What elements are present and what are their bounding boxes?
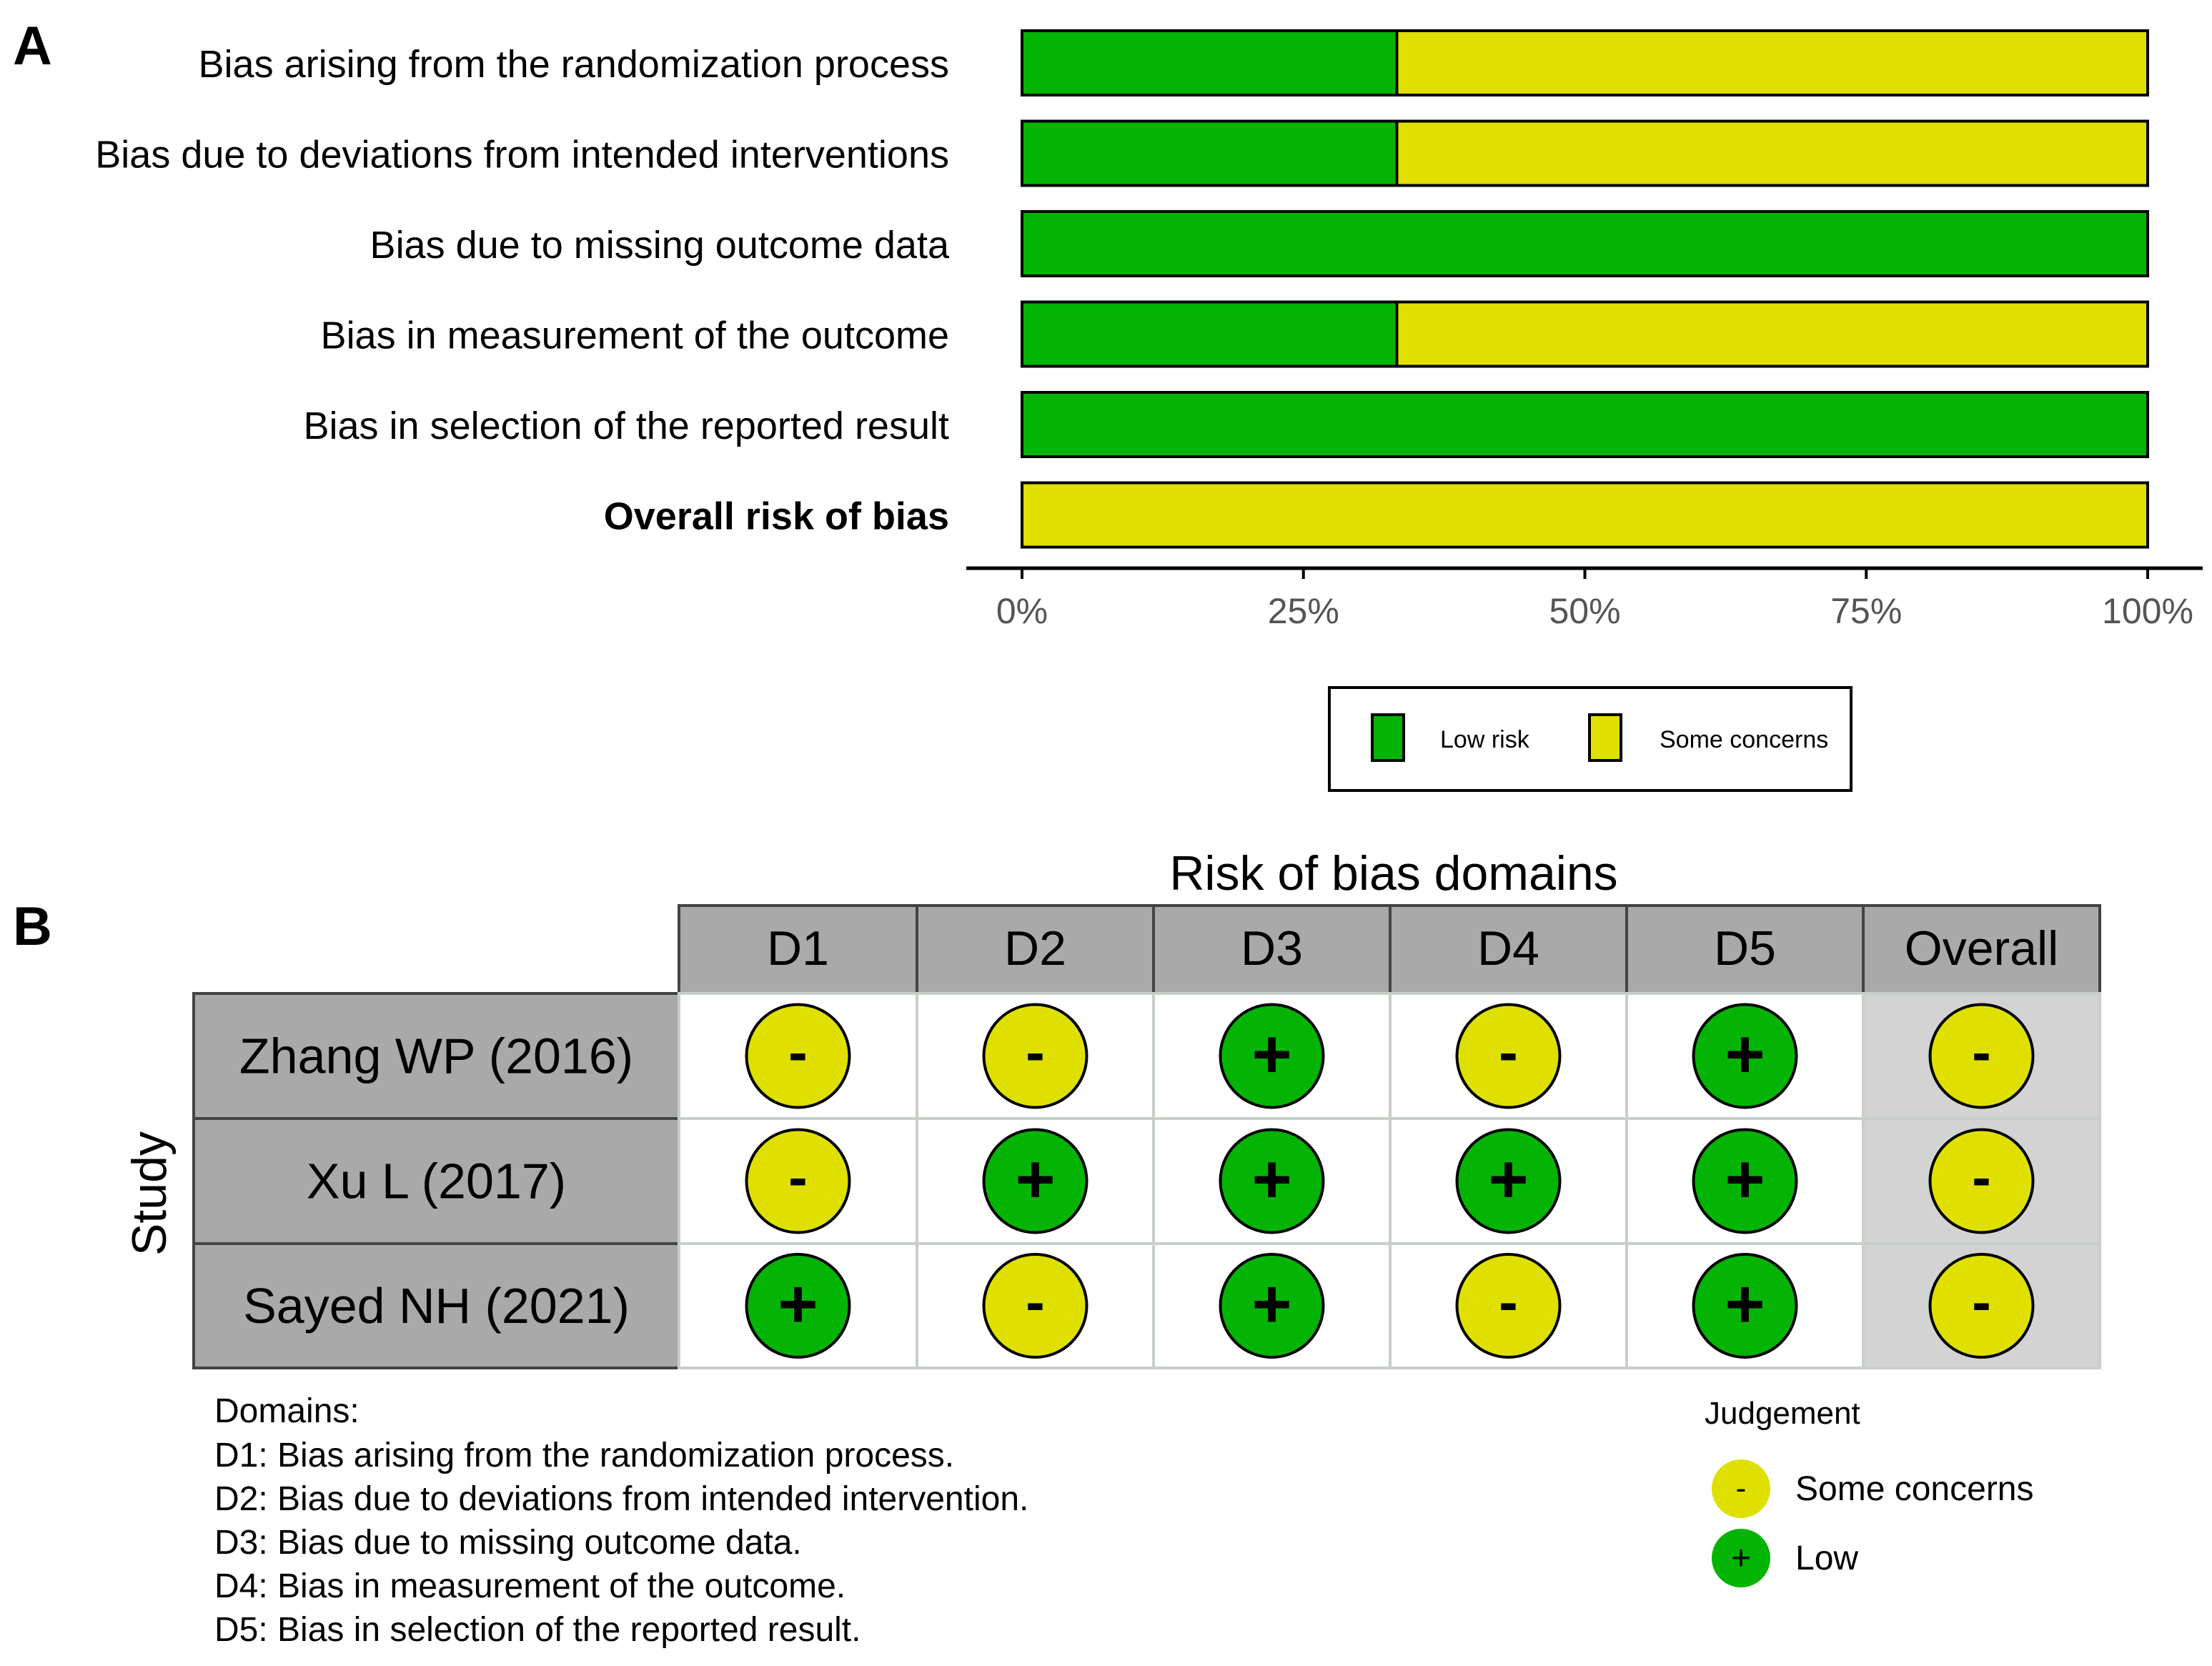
judgement-symbol: + xyxy=(1488,1141,1528,1218)
legend-label-some-concerns: Some concerns xyxy=(1660,726,1828,753)
judgement-symbol: - xyxy=(1499,1270,1518,1334)
bar-label-overall-risk-of-bias: Overall risk of bias xyxy=(604,495,949,538)
column-header-overall: Overall xyxy=(1905,921,2058,976)
judgement-circle-sayed-nh-2021-d5 xyxy=(1692,1253,1798,1359)
x-tick-label-100: 100% xyxy=(2102,591,2193,631)
judgement-symbol: + xyxy=(778,1266,818,1342)
x-tick-label-50: 50% xyxy=(1549,591,1620,631)
study-axis-label: Study xyxy=(122,1131,177,1256)
bar-some-concerns-2 xyxy=(1395,119,2149,187)
judgement-circle-xu-l-2017-d5 xyxy=(1692,1128,1798,1234)
column-header-cell-d3 xyxy=(1152,904,1392,995)
bar-low-risk-4 xyxy=(1021,300,1399,368)
judgement-symbol: + xyxy=(1015,1141,1055,1218)
judgement-circle-xu-l-2017-d4 xyxy=(1455,1128,1562,1234)
judgement-some-concerns-icon xyxy=(1712,1459,1770,1518)
judgement-low-icon xyxy=(1712,1529,1770,1587)
bar-some-concerns-6 xyxy=(1021,481,2149,549)
x-tick-label-25: 25% xyxy=(1268,591,1339,631)
domain-note-d3: D3: Bias due to missing outcome data. xyxy=(214,1524,802,1562)
traffic-light-plot: D1 D2 D3 D4 D5 Overall Zhang WP (2016) - - + - + - Xu… xyxy=(192,904,2101,1369)
judgement-circle-sayed-nh-2021-d4 xyxy=(1455,1253,1562,1359)
judgement-symbol: - xyxy=(1026,1270,1045,1334)
column-header-cell-overall xyxy=(1862,904,2101,995)
judgement-symbol: - xyxy=(1026,1021,1045,1084)
judgement-circle-xu-l-2017-overall xyxy=(1928,1128,2035,1234)
study-cell-xu-l-2017 xyxy=(192,1117,680,1245)
domain-note-d2: D2: Bias due to deviations from intended… xyxy=(214,1480,1028,1518)
judgement-circle-sayed-nh-2021-d3 xyxy=(1219,1253,1325,1359)
study-label-zhang-wp-2016: Zhang WP (2016) xyxy=(239,1028,633,1084)
judgement-circle-sayed-nh-2021-d2 xyxy=(982,1253,1088,1359)
column-header-d3: D3 xyxy=(1241,921,1303,976)
bar-label-bias-in-selection-of-the-reported-result: Bias in selection of the reported result xyxy=(304,405,950,447)
grid-outer-border xyxy=(678,992,2101,1369)
column-header-d1: D1 xyxy=(767,921,829,976)
judgement-legend: Judgement - Some concerns + Low xyxy=(1705,1396,2034,1587)
judgement-circle-zhang-wp-2016-d1 xyxy=(745,1003,851,1109)
bar-low-risk-1 xyxy=(1021,29,1399,96)
judgement-circle-zhang-wp-2016-d2 xyxy=(982,1003,1088,1109)
legend-label-low-risk: Low risk xyxy=(1440,726,1530,753)
judgement-low-label: Low xyxy=(1795,1539,1858,1577)
judgement-circle-zhang-wp-2016-overall xyxy=(1928,1003,2035,1109)
column-header-d4: D4 xyxy=(1477,921,1539,976)
study-label-sayed-nh-2021: Sayed NH (2021) xyxy=(243,1278,630,1334)
judgement-circle-xu-l-2017-d2 xyxy=(982,1128,1088,1234)
judgement-symbol: + xyxy=(1251,1141,1291,1218)
bar-low-risk-2 xyxy=(1021,119,1399,187)
judgement-circle-xu-l-2017-d1 xyxy=(745,1128,851,1234)
legend-frame xyxy=(1328,686,1853,792)
judgement-circle-xu-l-2017-d3 xyxy=(1219,1128,1325,1234)
x-tick-label-0: 0% xyxy=(996,591,1048,631)
judgement-some-concerns-symbol: - xyxy=(1736,1471,1747,1506)
judgement-symbol: - xyxy=(1499,1021,1518,1084)
judgement-low-symbol: + xyxy=(1731,1539,1751,1577)
bar-some-concerns-1 xyxy=(1395,29,2149,96)
column-header-d5: D5 xyxy=(1714,921,1776,976)
study-label-xu-l-2017: Xu L (2017) xyxy=(307,1154,566,1209)
judgement-some-concerns-label: Some concerns xyxy=(1795,1470,2034,1508)
bar-label-bias-in-measurement-of-the-outcome: Bias in measurement of the outcome xyxy=(321,314,949,357)
domain-note-d5: D5: Bias in selection of the reported re… xyxy=(214,1611,861,1649)
judgement-circle-sayed-nh-2021-overall xyxy=(1928,1253,2035,1359)
judgement-title: Judgement xyxy=(1705,1396,1860,1431)
judgement-circle-zhang-wp-2016-d4 xyxy=(1455,1003,1562,1109)
bar-label-bias-due-to-missing-outcome-data: Bias due to missing outcome data xyxy=(370,224,950,267)
legend-swatch-some-concerns xyxy=(1588,713,1622,762)
study-cell-zhang-wp-2016 xyxy=(192,992,680,1120)
x-tick-label-75: 75% xyxy=(1830,591,1902,631)
judgement-symbol: + xyxy=(1251,1266,1291,1342)
judgement-circle-sayed-nh-2021-d1 xyxy=(745,1253,851,1359)
judgement-symbol: + xyxy=(1725,1266,1765,1342)
panel-a-bar-chart: Bias arising from the randomization proc… xyxy=(95,29,2203,631)
bar-label-bias-due-to-deviations-from-intended-interventions: Bias due to deviations from intended int… xyxy=(95,134,949,177)
judgement-symbol: + xyxy=(1251,1016,1291,1093)
domain-notes: Domains: D1: Bias arising from the rando… xyxy=(214,1392,1028,1649)
domains-heading: Domains: xyxy=(214,1392,359,1430)
judgement-symbol: - xyxy=(1972,1270,1991,1334)
column-header-cell-d1 xyxy=(678,904,918,995)
column-header-d2: D2 xyxy=(1004,921,1066,976)
domain-note-d4: D4: Bias in measurement of the outcome. xyxy=(214,1567,845,1605)
bar-low-risk-5 xyxy=(1021,391,2149,458)
judgement-circle-zhang-wp-2016-d3 xyxy=(1219,1003,1325,1109)
legend-swatch-low-risk xyxy=(1371,713,1405,762)
judgement-symbol: - xyxy=(788,1021,808,1084)
domain-note-d1: D1: Bias arising from the randomization … xyxy=(214,1437,954,1474)
traffic-light-title: Risk of bias domains xyxy=(1169,846,1617,901)
panel-a-label: A xyxy=(13,16,52,76)
panel-b-label: B xyxy=(13,896,52,957)
bar-low-risk-3 xyxy=(1021,210,2149,277)
bar-label-bias-arising-from-the-randomization-process: Bias arising from the randomization proc… xyxy=(199,43,949,86)
judgement-symbol: + xyxy=(1725,1141,1765,1218)
judgement-circle-zhang-wp-2016-d5 xyxy=(1692,1003,1798,1109)
bar-some-concerns-4 xyxy=(1395,300,2149,368)
judgement-symbol: - xyxy=(1972,1021,1991,1084)
judgement-symbol: - xyxy=(788,1146,808,1209)
judgement-symbol: - xyxy=(1972,1146,1991,1209)
panel-a-legend: Low risk Some concerns xyxy=(1328,686,1853,792)
judgement-symbol: + xyxy=(1725,1016,1765,1093)
